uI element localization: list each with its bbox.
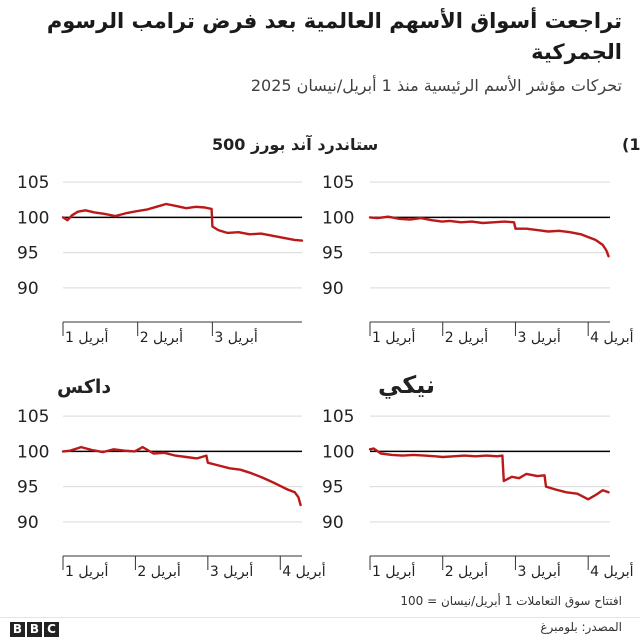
- panel-title: داكس: [57, 376, 111, 398]
- x-tick-label: 1 أبريل: [372, 328, 415, 346]
- x-tick-label: 1 أبريل: [65, 328, 108, 346]
- x-tick-label: 4 أبريل: [282, 562, 325, 580]
- y-tick-label: 105: [322, 407, 354, 427]
- y-tick-label: 100: [17, 442, 49, 462]
- x-tick-label: 4 أبريل: [590, 328, 633, 346]
- y-tick-label: 95: [322, 244, 344, 264]
- x-tick-label: 1 أبريل: [65, 562, 108, 580]
- panel-title: ستاندرد آند بورز 500: [212, 134, 378, 154]
- y-tick-label: 105: [17, 407, 49, 427]
- panel-title: بورصة فاينانشال تايمز (فوتسي 100): [622, 135, 640, 155]
- panel-title: نيكي: [378, 371, 435, 399]
- footer: B B C المصدر: بلومبرغ: [0, 617, 640, 641]
- header: تراجعت أسواق الأسهم العالمية بعد فرض ترا…: [22, 6, 622, 95]
- y-tick-label: 95: [322, 478, 344, 498]
- y-tick-label: 90: [322, 279, 344, 299]
- y-tick-label: 100: [322, 442, 354, 462]
- bbc-logo-block: C: [44, 622, 59, 637]
- series-line: [61, 202, 304, 242]
- y-tick-label: 90: [17, 513, 39, 533]
- x-tick-label: 2 أبريل: [445, 562, 488, 580]
- source-credit: المصدر: بلومبرغ: [540, 620, 622, 634]
- series-line: [368, 215, 610, 258]
- y-tick-label: 90: [322, 513, 344, 533]
- x-tick-label: 3 أبريل: [517, 328, 560, 346]
- y-tick-label: 100: [322, 208, 354, 228]
- y-tick-label: 100: [17, 208, 49, 228]
- y-tick-label: 105: [322, 173, 354, 193]
- x-tick-label: 2 أبريل: [137, 562, 180, 580]
- footnote: افتتاح سوق التعاملات 1 أبريل/نيسان = 100: [400, 594, 622, 608]
- x-tick-label: 3 أبريل: [214, 328, 257, 346]
- x-tick-label: 2 أبريل: [445, 328, 488, 346]
- bbc-logo-block: B: [27, 622, 42, 637]
- page-title: تراجعت أسواق الأسهم العالمية بعد فرض ترا…: [46, 9, 622, 64]
- bbc-logo: B B C: [10, 622, 59, 637]
- y-tick-label: 105: [17, 173, 49, 193]
- x-tick-label: 3 أبريل: [517, 562, 560, 580]
- y-tick-label: 90: [17, 279, 39, 299]
- x-tick-label: 2 أبريل: [140, 328, 183, 346]
- y-tick-label: 95: [17, 478, 39, 498]
- x-tick-label: 4 أبريل: [590, 562, 633, 580]
- series-line: [368, 447, 610, 501]
- x-tick-label: 3 أبريل: [210, 562, 253, 580]
- x-tick-label: 1 أبريل: [372, 562, 415, 580]
- bbc-logo-block: B: [10, 622, 25, 637]
- series-line: [61, 445, 302, 507]
- page-subtitle: تحركات مؤشر الأسم الرئيسية منذ 1 أبريل/ن…: [250, 76, 622, 95]
- y-tick-label: 95: [17, 244, 39, 264]
